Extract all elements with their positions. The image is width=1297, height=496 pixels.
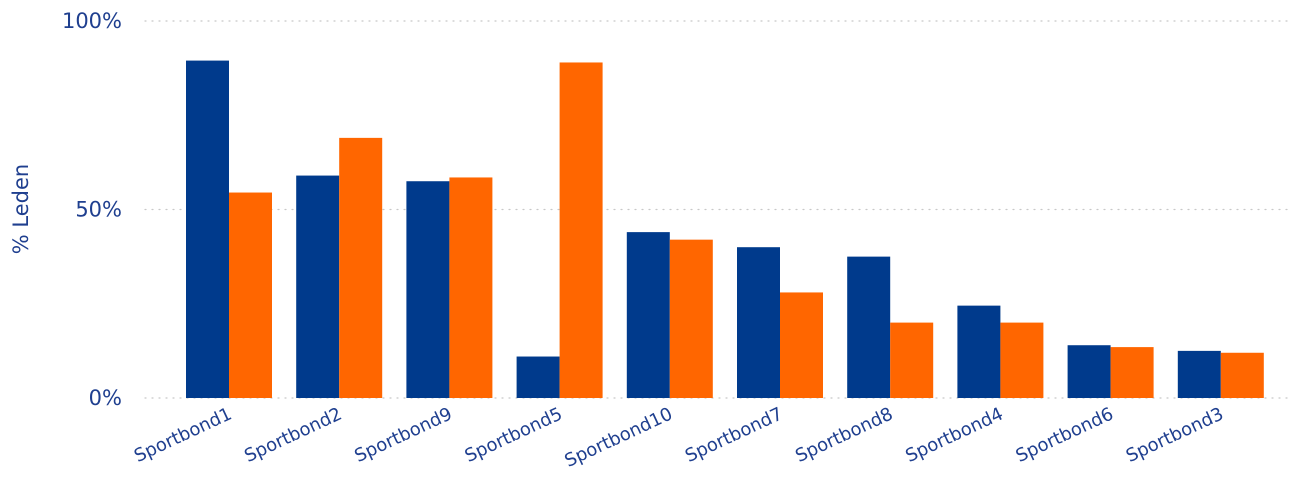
y-axis-title: % Leden	[9, 164, 33, 254]
x-category-label: Sportbond8	[792, 403, 896, 466]
bar-sportbond8-series1	[847, 256, 891, 398]
y-axis-ticks: 0% 50% 100%	[62, 9, 122, 410]
bar-sportbond5-series1	[516, 356, 560, 398]
x-category-label: Sportbond9	[351, 403, 455, 466]
x-category-label: Sportbond2	[241, 403, 345, 466]
bar-sportbond9-series2	[449, 177, 493, 398]
bar-sportbond4-series2	[1000, 322, 1044, 398]
bar-sportbond4-series1	[957, 305, 1001, 398]
bar-sportbond10-series1	[626, 232, 670, 398]
x-axis-labels: Sportbond1 Sportbond2 Sportbond9 Sportbond5…	[131, 403, 1227, 471]
x-category-label: Sportbond3	[1123, 403, 1227, 466]
bar-sportbond7-series1	[737, 247, 780, 398]
y-tick-label: 0%	[89, 386, 122, 410]
bars	[186, 60, 1264, 399]
bar-sportbond5-series2	[559, 62, 603, 398]
x-category-label: Sportbond7	[682, 403, 786, 466]
y-tick-label: 50%	[75, 198, 122, 222]
bar-sportbond6-series2	[1110, 347, 1154, 398]
bar-sportbond3-series2	[1220, 352, 1264, 398]
x-category-label: Sportbond1	[131, 403, 235, 466]
bar-sportbond2-series2	[339, 137, 383, 398]
bar-sportbond7-series2	[780, 292, 823, 398]
x-category-label: Sportbond6	[1013, 403, 1117, 466]
x-category-label: Sportbond5	[462, 403, 566, 466]
bar-sportbond8-series2	[890, 322, 934, 398]
bar-sportbond3-series1	[1177, 350, 1221, 398]
x-category-label: Sportbond10	[561, 403, 675, 471]
bar-sportbond1-series2	[229, 192, 272, 398]
x-category-label: Sportbond4	[902, 403, 1006, 466]
bar-sportbond9-series1	[406, 181, 450, 398]
bar-sportbond10-series2	[669, 239, 713, 398]
bar-sportbond2-series1	[296, 175, 340, 398]
y-tick-label: 100%	[62, 9, 122, 33]
bar-sportbond6-series1	[1067, 345, 1111, 398]
bar-sportbond1-series1	[186, 60, 229, 399]
